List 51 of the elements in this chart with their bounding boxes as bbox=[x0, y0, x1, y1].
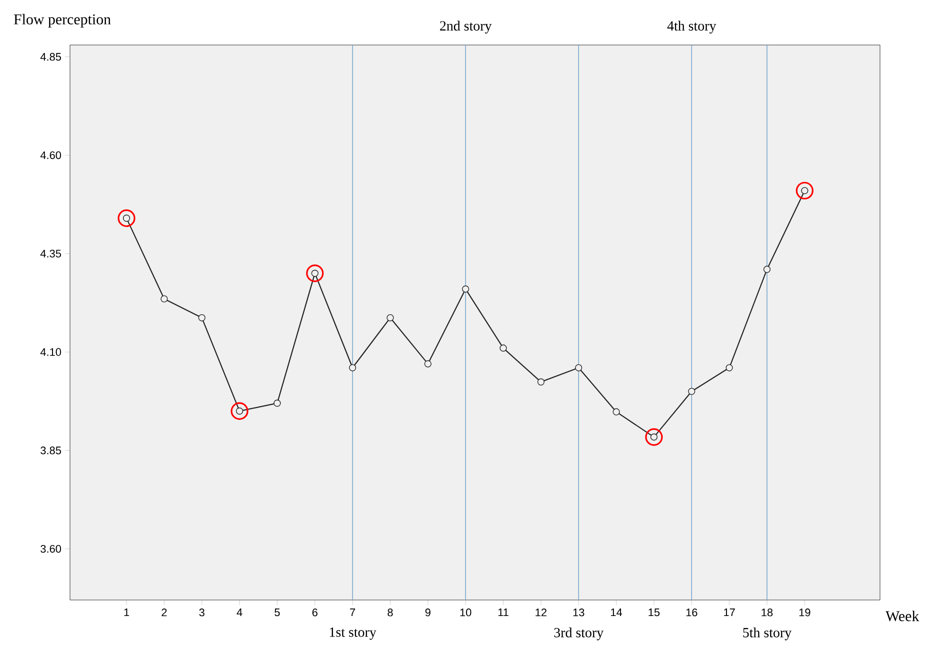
point bbox=[306, 264, 324, 282]
point bbox=[462, 285, 470, 293]
x-tick-label: 8 bbox=[388, 608, 393, 616]
x-tick-label: 17 bbox=[724, 608, 735, 616]
ref-line-label: 2nd story bbox=[440, 20, 492, 34]
point bbox=[612, 408, 620, 416]
ref-line-label: 3rd story bbox=[554, 628, 604, 640]
x-tick-label: 5 bbox=[274, 608, 280, 616]
x-tick-label: 1 bbox=[124, 608, 130, 616]
y-tick-label: 4.85 bbox=[40, 52, 62, 61]
x-tick-label: 9 bbox=[425, 608, 430, 616]
point bbox=[230, 402, 248, 420]
x-tick-label: 12 bbox=[536, 608, 546, 616]
y-tick-label: 3.60 bbox=[40, 544, 62, 553]
x-tick-label: 6 bbox=[312, 608, 318, 616]
x-tick-label: 11 bbox=[498, 608, 508, 616]
x-tick-label: 18 bbox=[762, 608, 773, 616]
x-tick-label: 16 bbox=[686, 608, 698, 616]
point bbox=[424, 360, 432, 368]
point bbox=[500, 344, 507, 352]
point bbox=[198, 314, 206, 322]
point bbox=[726, 364, 733, 372]
point bbox=[645, 428, 663, 446]
point bbox=[386, 314, 394, 322]
point bbox=[160, 295, 168, 302]
x-tick-label: 19 bbox=[799, 608, 810, 616]
point bbox=[575, 364, 582, 372]
x-tick-label: 4 bbox=[236, 608, 242, 616]
x-tick-label: 7 bbox=[350, 608, 356, 616]
point bbox=[118, 209, 136, 227]
y-axis-title: Flow perception bbox=[14, 14, 111, 28]
y-tick-label: 4.10 bbox=[40, 348, 62, 356]
ref-line-label: 4th story bbox=[667, 20, 716, 34]
point bbox=[349, 364, 356, 372]
y-tick-label: 3.85 bbox=[40, 446, 62, 454]
ref-line-label: 5th story bbox=[743, 628, 792, 640]
x-tick-label: 15 bbox=[648, 608, 660, 616]
x-tick-label: 14 bbox=[611, 608, 622, 616]
y-tick-label: 4.60 bbox=[40, 151, 62, 160]
y-tick-label: 4.35 bbox=[40, 250, 62, 258]
x-tick-label: 2 bbox=[162, 608, 167, 616]
point bbox=[763, 266, 771, 273]
x-axis-title: Week bbox=[886, 610, 920, 622]
point bbox=[537, 378, 544, 386]
x-tick-label: 10 bbox=[460, 608, 472, 616]
ref-line-label: 1st story bbox=[330, 628, 376, 640]
x-tick-label: 13 bbox=[573, 608, 584, 616]
point bbox=[274, 400, 281, 407]
point bbox=[796, 182, 814, 200]
point bbox=[688, 388, 696, 395]
x-tick-label: 3 bbox=[199, 608, 204, 616]
